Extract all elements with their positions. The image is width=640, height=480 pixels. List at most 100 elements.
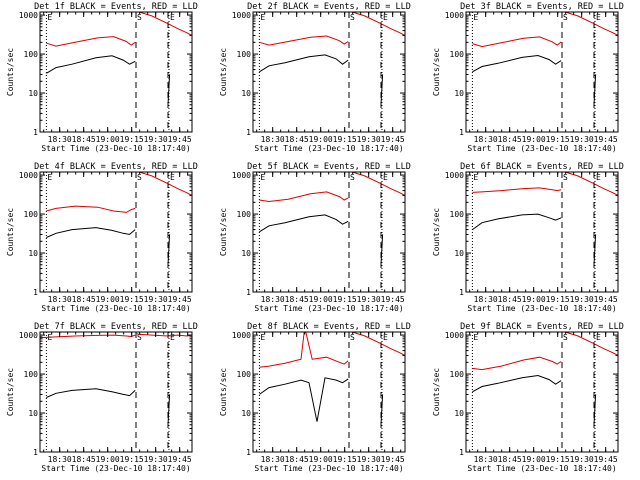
series-group (472, 12, 618, 105)
marker-label: E (260, 13, 265, 22)
x-tick-label: 19:45 (381, 135, 405, 144)
x-axis-label: Start Time (23-Dec-10 18:17:40) (41, 144, 190, 153)
y-tick-label: 1000 (19, 171, 38, 180)
x-axis-label: Start Time (23-Dec-10 18:17:40) (41, 464, 190, 473)
x-tick-label: 19:15 (333, 135, 357, 144)
y-tick-label: 100 (450, 370, 465, 379)
y-axis-label: Counts/sec (219, 48, 228, 96)
x-tick-label: 18:30 (474, 295, 498, 304)
x-tick-label: 19:45 (381, 455, 405, 464)
x-tick-label: 19:00 (309, 135, 333, 144)
panel-title: Det 8f BLACK = Events, RED = LLD (247, 322, 411, 332)
y-tick-label: 100 (237, 50, 252, 59)
y-axis-label: Counts/sec (219, 368, 228, 416)
x-tick-label: 18:30 (261, 295, 285, 304)
panel-title: Det 1f BLACK = Events, RED = LLD (34, 2, 198, 12)
y-tick-label: 1 (33, 128, 38, 137)
x-tick-label: 18:45 (72, 455, 96, 464)
y-tick-label: 100 (24, 50, 39, 59)
y-tick-label: 1 (33, 448, 38, 457)
x-axis-label: Start Time (23-Dec-10 18:17:40) (467, 464, 616, 473)
marker-label: S (563, 13, 568, 22)
panel-title: Det 2f BLACK = Events, RED = LLD (247, 2, 411, 12)
y-tick-label: 1000 (19, 11, 38, 20)
panel-title: Det 7f BLACK = Events, RED = LLD (34, 322, 198, 332)
y-tick-label: 100 (237, 370, 252, 379)
series-group (472, 332, 618, 425)
series-lld-line (259, 35, 349, 46)
y-axis-label: Counts/sec (6, 48, 15, 96)
marker-label: E (473, 333, 478, 342)
x-tick-label: 19:45 (168, 135, 192, 144)
y-tick-label: 1000 (232, 331, 251, 340)
y-tick-label: 10 (241, 89, 251, 98)
x-tick-label: 19:00 (522, 135, 546, 144)
series-lld-line (259, 191, 349, 203)
series-lld-line (349, 332, 405, 356)
y-tick-label: 1000 (445, 11, 464, 20)
panel-title: Det 5f BLACK = Events, RED = LLD (247, 162, 411, 172)
y-tick-label: 10 (454, 409, 464, 418)
y-tick-label: 100 (24, 210, 39, 219)
y-tick-label: 10 (241, 249, 251, 258)
y-axis-label: Counts/sec (432, 208, 441, 256)
series-events-line (380, 394, 384, 425)
x-tick-label: 18:30 (48, 295, 72, 304)
y-axis-label: Counts/sec (6, 368, 15, 416)
series-group (40, 333, 192, 425)
x-tick-label: 19:30 (144, 295, 168, 304)
y-tick-label: 1 (246, 448, 251, 457)
series-lld-line (349, 12, 405, 36)
x-tick-label: 19:30 (144, 135, 168, 144)
x-tick-label: 19:00 (522, 455, 546, 464)
series-events-line (472, 213, 562, 231)
y-tick-label: 1 (459, 448, 464, 457)
series-lld-line (472, 356, 562, 371)
x-tick-label: 19:45 (381, 295, 405, 304)
x-tick-label: 18:45 (498, 295, 522, 304)
series-events-line (167, 394, 171, 425)
series-events-line (259, 377, 349, 422)
x-axis-label: Start Time (23-Dec-10 18:17:40) (467, 144, 616, 153)
marker-label: E (596, 13, 601, 22)
x-tick-label: 19:00 (309, 455, 333, 464)
series-group (46, 172, 192, 265)
y-tick-label: 100 (450, 50, 465, 59)
x-tick-label: 19:15 (333, 295, 357, 304)
x-tick-label: 19:00 (522, 295, 546, 304)
x-tick-label: 18:45 (498, 455, 522, 464)
x-tick-label: 19:15 (120, 135, 144, 144)
series-lld-line (562, 172, 618, 196)
x-tick-label: 18:30 (48, 455, 72, 464)
series-group (472, 172, 618, 265)
x-tick-label: 19:30 (144, 455, 168, 464)
series-group (259, 172, 405, 265)
marker-label: E (170, 333, 175, 342)
series-lld-line (562, 12, 618, 36)
series-lld-line (349, 172, 405, 196)
y-tick-label: 100 (450, 210, 465, 219)
series-events-line (259, 54, 349, 73)
y-tick-label: 1000 (232, 11, 251, 20)
marker-label: E (383, 173, 388, 182)
y-tick-label: 1000 (445, 331, 464, 340)
panel-title: Det 9f BLACK = Events, RED = LLD (460, 322, 624, 332)
marker-label: E (383, 13, 388, 22)
x-tick-label: 19:45 (168, 295, 192, 304)
marker-label: S (350, 173, 355, 182)
x-axis-label: Start Time (23-Dec-10 18:17:40) (254, 144, 403, 153)
x-tick-label: 18:45 (285, 455, 309, 464)
marker-label: E (260, 173, 265, 182)
marker-label: S (563, 333, 568, 342)
y-tick-label: 10 (28, 89, 38, 98)
x-tick-label: 19:30 (357, 295, 381, 304)
series-lld-line (562, 332, 618, 356)
x-tick-label: 18:30 (261, 135, 285, 144)
y-tick-label: 100 (24, 370, 39, 379)
series-events-line (380, 74, 384, 105)
